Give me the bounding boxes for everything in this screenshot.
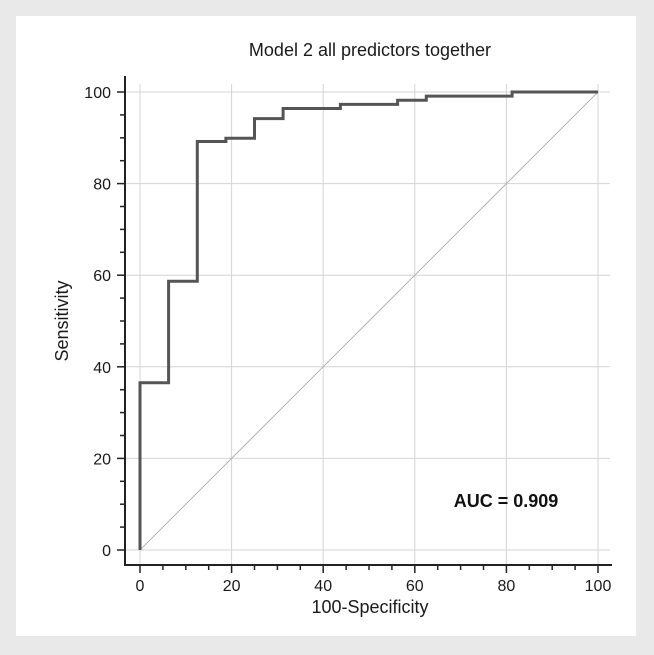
roc-curve-layer (138, 90, 598, 550)
y-tick-label-80: 80 (93, 177, 111, 194)
x-tick-label-40: 40 (314, 578, 332, 595)
y-tick-label-40: 40 (93, 360, 111, 377)
reference-line-layer (139, 91, 599, 551)
roc-curve (138, 90, 598, 550)
tick-labels: 0 20 40 60 80 100 0 20 40 60 80 100 (84, 85, 611, 595)
chart-panel: Model 2 all predictors together 0 20 40 60 8… (16, 16, 636, 636)
y-tick-label-100: 100 (84, 85, 111, 102)
axes (117, 76, 612, 573)
x-tick-label-80: 80 (498, 578, 516, 595)
x-tick-label-0: 0 (136, 578, 145, 595)
x-tick-label-20: 20 (223, 578, 241, 595)
diagonal-reference-line (139, 91, 599, 551)
chart-title: Model 2 all predictors together (249, 40, 491, 60)
roc-chart: Model 2 all predictors together 0 20 40 60 8… (52, 40, 612, 617)
y-axis-title: Sensitivity (52, 280, 72, 361)
y-tick-label-0: 0 (102, 543, 111, 560)
x-tick-label-60: 60 (406, 578, 424, 595)
y-tick-label-60: 60 (93, 268, 111, 285)
x-axis-title: 100-Specificity (311, 597, 428, 617)
x-tick-label-100: 100 (585, 578, 612, 595)
grid-lines (125, 84, 610, 565)
y-tick-label-20: 20 (93, 451, 111, 468)
auc-annotation: AUC = 0.909 (454, 491, 559, 511)
